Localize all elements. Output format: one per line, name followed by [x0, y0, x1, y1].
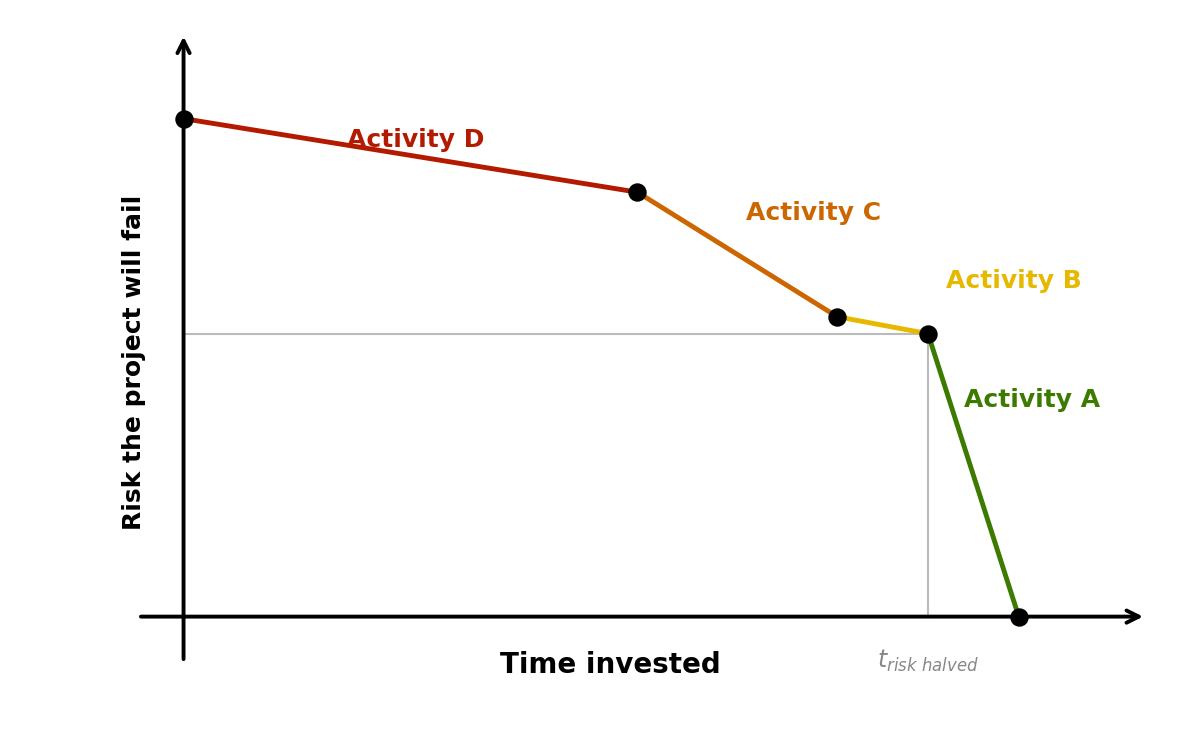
Text: Risk the project will fail: Risk the project will fail	[121, 194, 145, 530]
Text: Time invested: Time invested	[500, 651, 721, 678]
Point	[174, 113, 193, 125]
Text: Activity B: Activity B	[946, 269, 1082, 293]
Point	[918, 328, 937, 340]
Point	[628, 186, 647, 198]
Text: Activity A: Activity A	[965, 388, 1100, 412]
Text: $t_{risk\ halved}$: $t_{risk\ halved}$	[877, 648, 979, 674]
Point	[1009, 610, 1028, 622]
Point	[828, 310, 847, 322]
Text: Activity D: Activity D	[347, 128, 485, 152]
Text: Activity C: Activity C	[746, 201, 882, 225]
